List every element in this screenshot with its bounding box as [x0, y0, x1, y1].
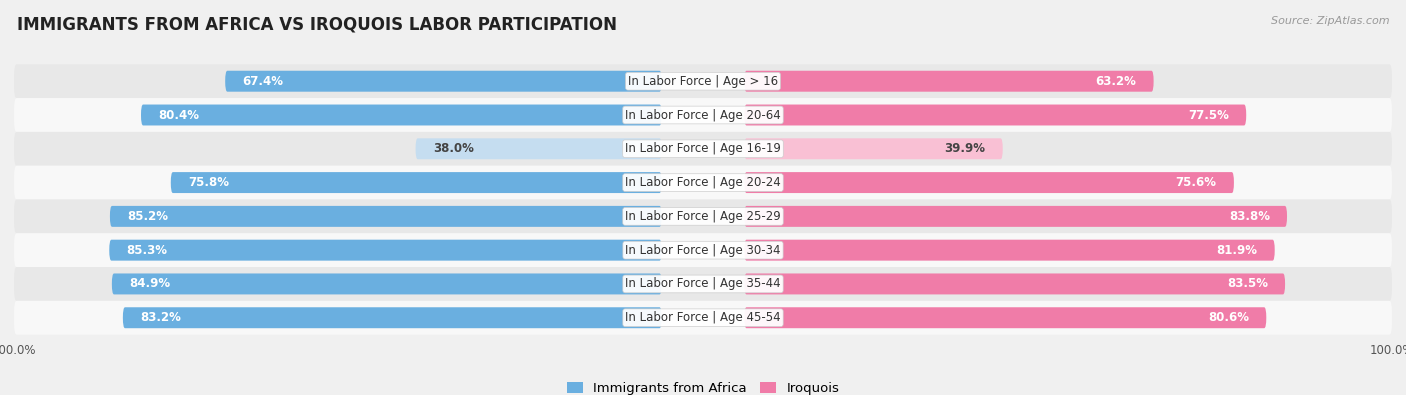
Text: 85.2%: 85.2%: [127, 210, 169, 223]
Text: In Labor Force | Age 16-19: In Labor Force | Age 16-19: [626, 142, 780, 155]
FancyBboxPatch shape: [744, 105, 1246, 126]
Text: 83.2%: 83.2%: [141, 311, 181, 324]
FancyBboxPatch shape: [744, 138, 1002, 159]
Text: 75.8%: 75.8%: [188, 176, 229, 189]
Text: In Labor Force | Age > 16: In Labor Force | Age > 16: [628, 75, 778, 88]
FancyBboxPatch shape: [170, 172, 662, 193]
Text: 84.9%: 84.9%: [129, 277, 170, 290]
Text: Source: ZipAtlas.com: Source: ZipAtlas.com: [1271, 16, 1389, 26]
FancyBboxPatch shape: [141, 105, 662, 126]
Text: 38.0%: 38.0%: [433, 142, 474, 155]
FancyBboxPatch shape: [14, 301, 1392, 335]
FancyBboxPatch shape: [744, 307, 1267, 328]
FancyBboxPatch shape: [416, 138, 662, 159]
Text: 39.9%: 39.9%: [945, 142, 986, 155]
Legend: Immigrants from Africa, Iroquois: Immigrants from Africa, Iroquois: [567, 382, 839, 395]
FancyBboxPatch shape: [122, 307, 662, 328]
FancyBboxPatch shape: [110, 206, 662, 227]
FancyBboxPatch shape: [14, 166, 1392, 199]
Text: 83.8%: 83.8%: [1229, 210, 1270, 223]
Text: 85.3%: 85.3%: [127, 244, 167, 257]
Text: In Labor Force | Age 35-44: In Labor Force | Age 35-44: [626, 277, 780, 290]
Text: 81.9%: 81.9%: [1216, 244, 1257, 257]
FancyBboxPatch shape: [744, 206, 1286, 227]
FancyBboxPatch shape: [14, 98, 1392, 132]
Text: In Labor Force | Age 30-34: In Labor Force | Age 30-34: [626, 244, 780, 257]
FancyBboxPatch shape: [744, 71, 1153, 92]
Text: 80.6%: 80.6%: [1208, 311, 1249, 324]
Text: 63.2%: 63.2%: [1095, 75, 1136, 88]
FancyBboxPatch shape: [744, 273, 1285, 294]
FancyBboxPatch shape: [14, 199, 1392, 233]
FancyBboxPatch shape: [14, 64, 1392, 98]
Text: 80.4%: 80.4%: [159, 109, 200, 122]
Text: IMMIGRANTS FROM AFRICA VS IROQUOIS LABOR PARTICIPATION: IMMIGRANTS FROM AFRICA VS IROQUOIS LABOR…: [17, 16, 617, 34]
Text: 67.4%: 67.4%: [242, 75, 284, 88]
FancyBboxPatch shape: [225, 71, 662, 92]
Text: 75.6%: 75.6%: [1175, 176, 1216, 189]
FancyBboxPatch shape: [14, 267, 1392, 301]
Text: In Labor Force | Age 45-54: In Labor Force | Age 45-54: [626, 311, 780, 324]
FancyBboxPatch shape: [14, 233, 1392, 267]
Text: In Labor Force | Age 20-64: In Labor Force | Age 20-64: [626, 109, 780, 122]
Text: In Labor Force | Age 25-29: In Labor Force | Age 25-29: [626, 210, 780, 223]
FancyBboxPatch shape: [744, 240, 1275, 261]
FancyBboxPatch shape: [112, 273, 662, 294]
Text: 77.5%: 77.5%: [1188, 109, 1229, 122]
Text: In Labor Force | Age 20-24: In Labor Force | Age 20-24: [626, 176, 780, 189]
FancyBboxPatch shape: [110, 240, 662, 261]
FancyBboxPatch shape: [14, 132, 1392, 166]
Text: 83.5%: 83.5%: [1227, 277, 1268, 290]
FancyBboxPatch shape: [744, 172, 1234, 193]
